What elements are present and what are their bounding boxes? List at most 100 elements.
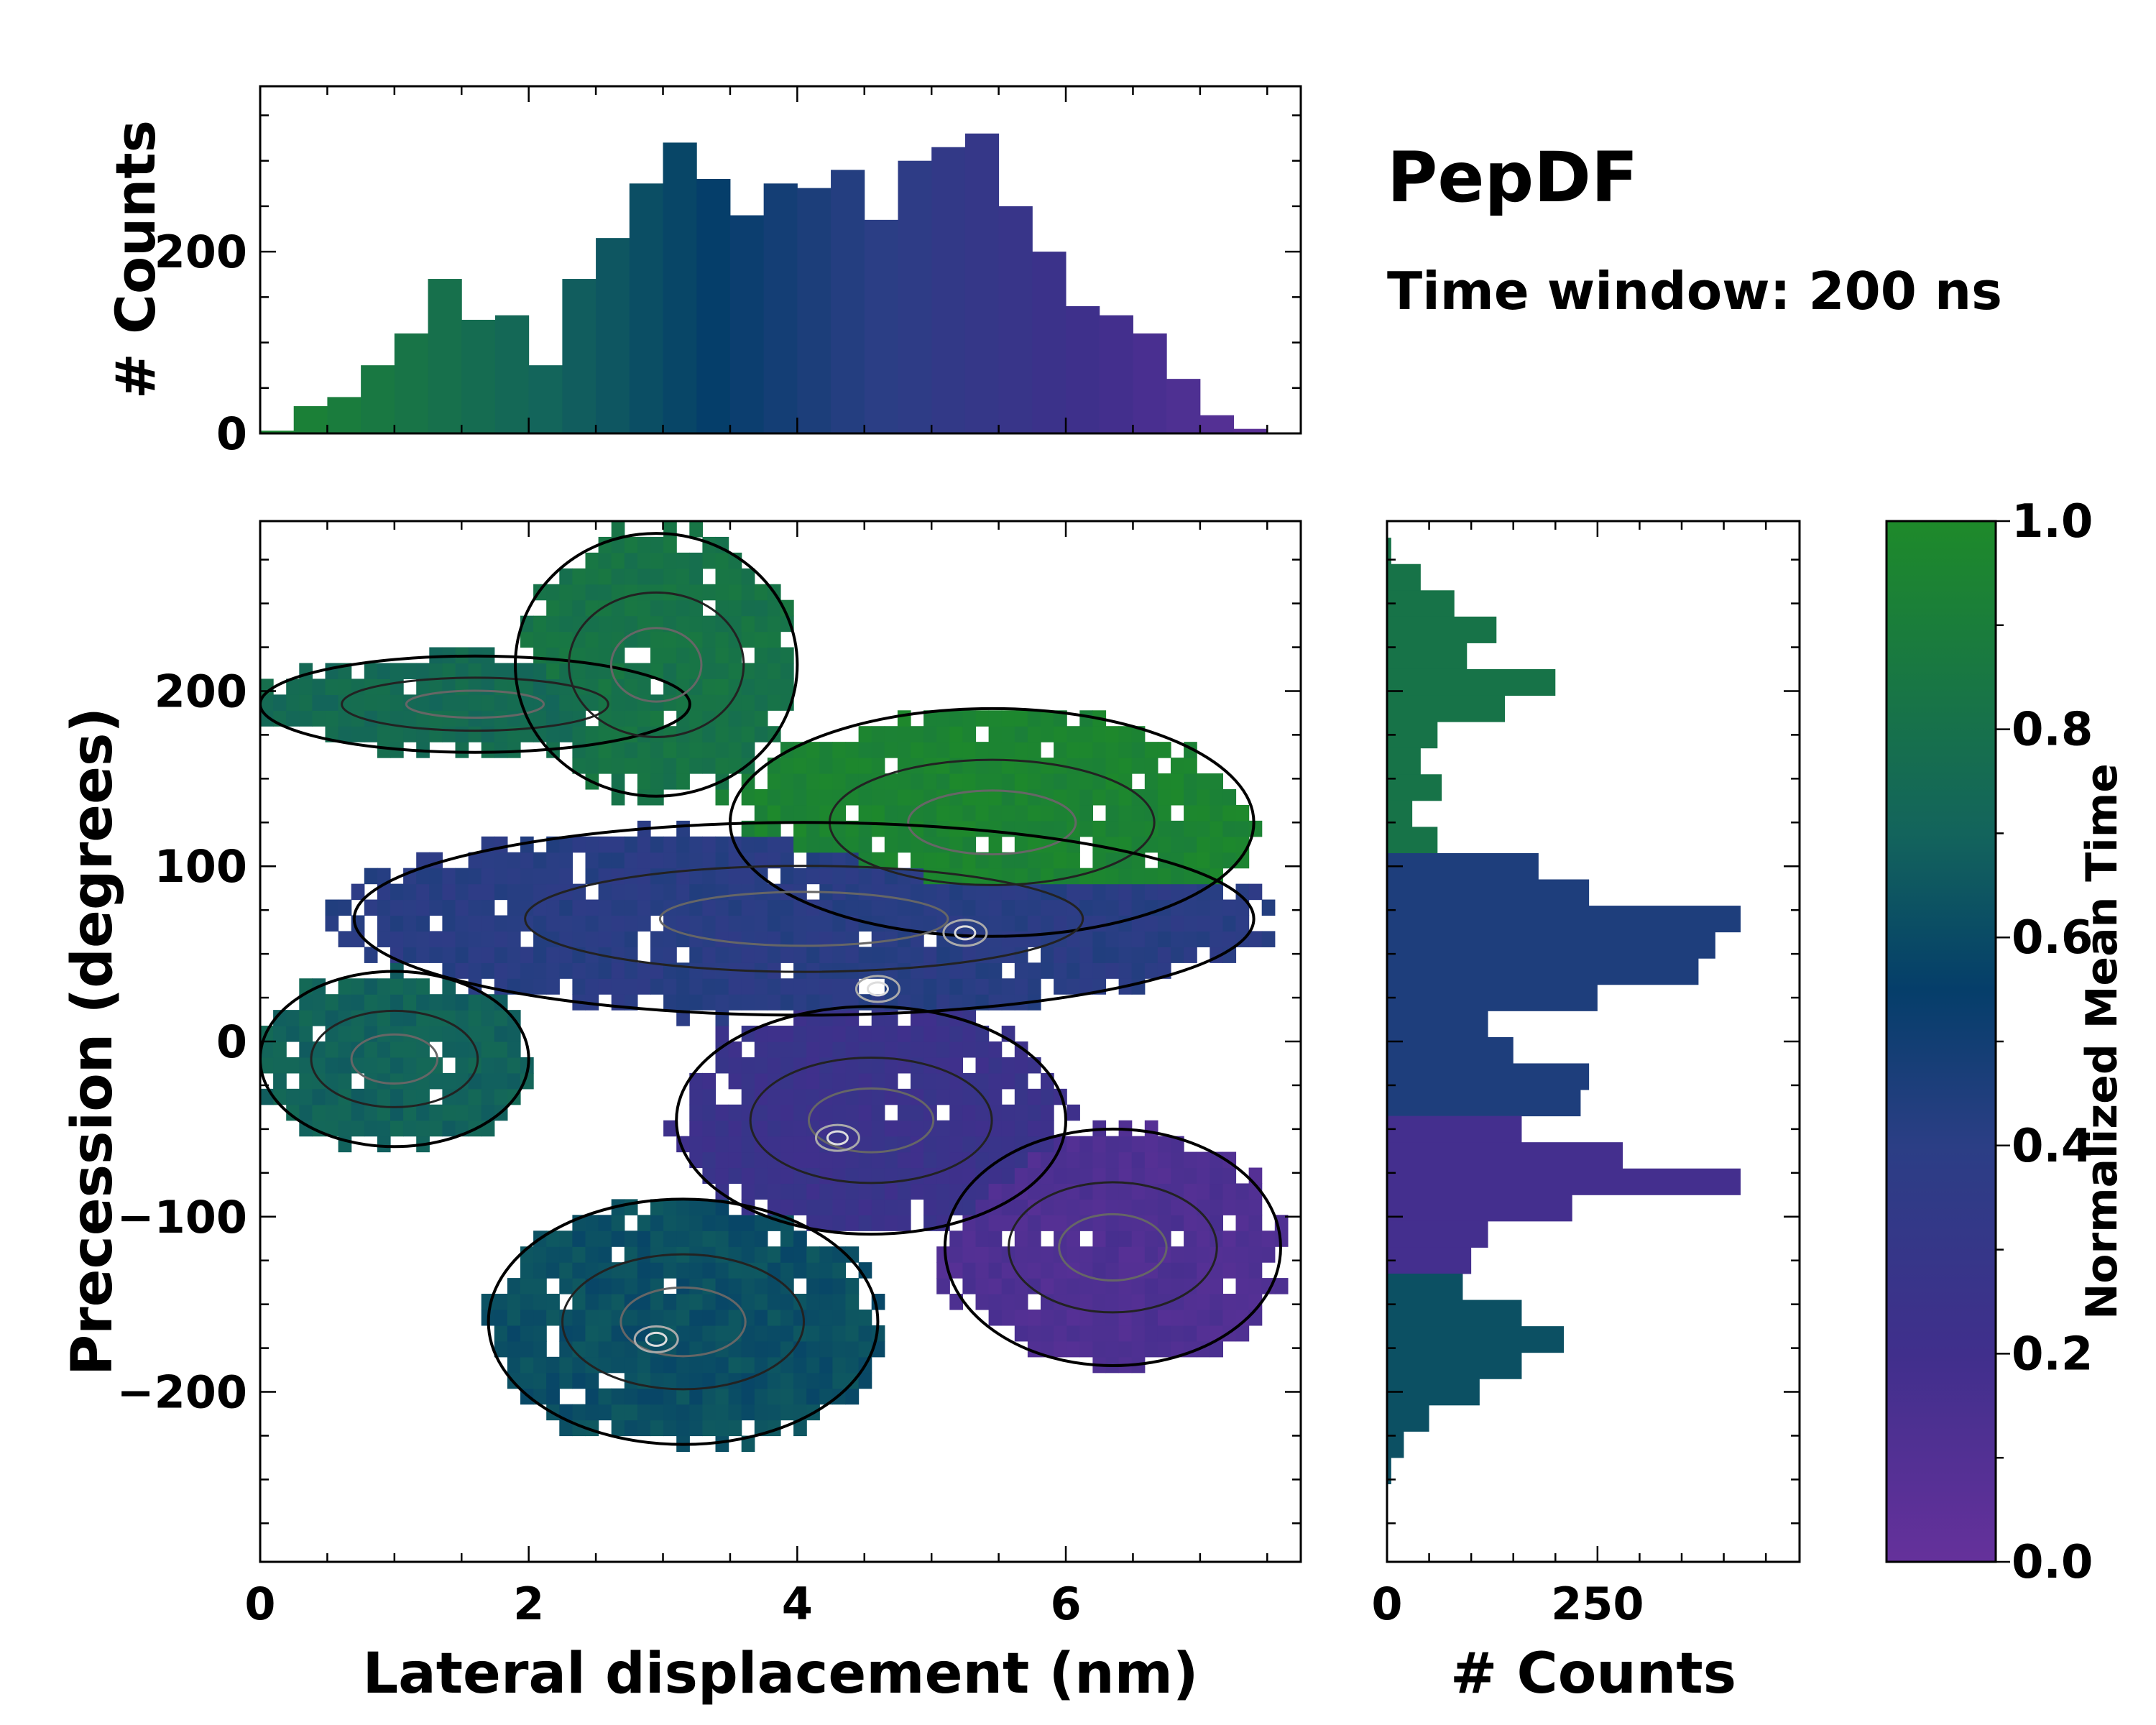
heatmap-cell xyxy=(988,773,1003,790)
heatmap-cell xyxy=(364,978,378,995)
heatmap-cell xyxy=(689,962,703,979)
right-histogram-bar xyxy=(1387,590,1455,617)
heatmap-cell xyxy=(1131,820,1146,837)
heatmap-cell xyxy=(1014,899,1028,916)
heatmap-cell xyxy=(845,1151,860,1169)
heatmap-cell xyxy=(624,1246,638,1263)
heatmap-cell xyxy=(715,1246,729,1263)
heatmap-cell xyxy=(1092,947,1107,963)
heatmap-cell xyxy=(455,742,469,758)
heatmap-cell xyxy=(819,773,833,790)
heatmap-cell xyxy=(507,1072,521,1090)
heatmap-cell xyxy=(1014,742,1028,758)
heatmap-cell xyxy=(1144,868,1158,885)
right-histogram-bar xyxy=(1387,932,1715,959)
heatmap-cell xyxy=(949,1230,963,1247)
heatmap-cell xyxy=(390,1072,404,1090)
heatmap-cell xyxy=(481,663,495,679)
heatmap-cell xyxy=(858,742,872,758)
heatmap-cell xyxy=(1197,852,1210,869)
heatmap-cell xyxy=(884,1057,898,1074)
heatmap-cell xyxy=(442,694,456,711)
heatmap-cell xyxy=(819,868,833,885)
heatmap-cell xyxy=(1144,1136,1158,1153)
heatmap-cell xyxy=(520,836,534,853)
heatmap-cell xyxy=(559,726,573,742)
heatmap-cell xyxy=(767,1404,781,1421)
heatmap-cell xyxy=(1014,710,1028,727)
heatmap-cell xyxy=(767,1057,781,1074)
heatmap-cell xyxy=(871,1120,885,1137)
heatmap-cell xyxy=(676,1309,690,1326)
heatmap-cell xyxy=(832,788,847,806)
top-histogram-bar xyxy=(361,365,395,433)
heatmap-cell xyxy=(819,1294,833,1310)
heatmap-cell xyxy=(1197,836,1210,853)
heatmap-cell xyxy=(949,883,963,901)
heatmap-cell xyxy=(936,1088,950,1105)
heatmap-cell xyxy=(676,1215,690,1231)
heatmap-cell xyxy=(1157,1215,1171,1231)
heatmap-cell xyxy=(507,710,521,727)
heatmap-cell xyxy=(897,978,911,995)
heatmap-cell xyxy=(507,915,521,932)
heatmap-cell xyxy=(273,1072,287,1090)
heatmap-cell xyxy=(533,678,547,695)
heatmap-cell xyxy=(728,1262,742,1279)
heatmap-cell xyxy=(1235,1246,1250,1263)
heatmap-cell xyxy=(1118,726,1133,742)
heatmap-cell xyxy=(1118,1278,1133,1294)
heatmap-cell xyxy=(1041,1309,1054,1326)
heatmap-cell xyxy=(325,678,339,695)
heatmap-cell xyxy=(533,663,547,679)
heatmap-cell xyxy=(975,1183,990,1200)
heatmap-cell xyxy=(806,1183,820,1200)
heatmap-cell xyxy=(871,931,885,947)
heatmap-cell xyxy=(416,1088,430,1105)
heatmap-cell xyxy=(754,1372,768,1389)
heatmap-cell xyxy=(442,1041,456,1058)
heatmap-cell xyxy=(377,931,391,947)
heatmap-cell xyxy=(1171,883,1184,901)
heatmap-cell xyxy=(351,1104,365,1121)
heatmap-cell xyxy=(1054,1199,1067,1215)
heatmap-cell xyxy=(1041,915,1054,932)
heatmap-cell xyxy=(806,1072,820,1090)
top-ytick-label: 0 xyxy=(216,408,247,460)
heatmap-cell xyxy=(1027,915,1041,932)
heatmap-cell xyxy=(624,1420,638,1437)
heatmap-cell xyxy=(416,1104,430,1121)
heatmap-cell xyxy=(871,1072,885,1090)
heatmap-cell xyxy=(598,758,612,774)
heatmap-cell xyxy=(923,758,937,774)
heatmap-cell xyxy=(754,663,768,679)
heatmap-cell xyxy=(819,1120,833,1137)
right-histogram-bar xyxy=(1387,879,1590,906)
heatmap-cell xyxy=(1118,1246,1133,1263)
heatmap-cell xyxy=(494,694,508,711)
heatmap-cell xyxy=(897,915,911,932)
density-inner-contour xyxy=(341,676,609,732)
density-core-contour xyxy=(609,627,703,703)
heatmap-cell xyxy=(1131,962,1146,979)
heatmap-cell xyxy=(1131,1309,1146,1326)
heatmap-cell xyxy=(559,962,573,979)
heatmap-cell xyxy=(1210,899,1223,916)
heatmap-cell xyxy=(780,1262,794,1279)
heatmap-cell xyxy=(884,1183,898,1200)
heatmap-cell xyxy=(728,994,742,1011)
heatmap-cell xyxy=(871,883,885,901)
heatmap-cell xyxy=(1014,726,1028,742)
heatmap-cell xyxy=(819,836,833,853)
heatmap-cell xyxy=(1184,1309,1197,1326)
heatmap-cell xyxy=(728,1246,742,1263)
heatmap-cell xyxy=(1157,1262,1171,1279)
heatmap-cell xyxy=(1041,1278,1054,1294)
heatmap-cell xyxy=(754,1278,768,1294)
heatmap-cell xyxy=(988,836,1003,853)
heatmap-cell xyxy=(559,584,573,601)
heatmap-cell xyxy=(689,836,703,853)
heatmap-cell xyxy=(1171,1325,1184,1342)
heatmap-cell xyxy=(936,994,950,1011)
heatmap-cell xyxy=(1014,883,1028,901)
